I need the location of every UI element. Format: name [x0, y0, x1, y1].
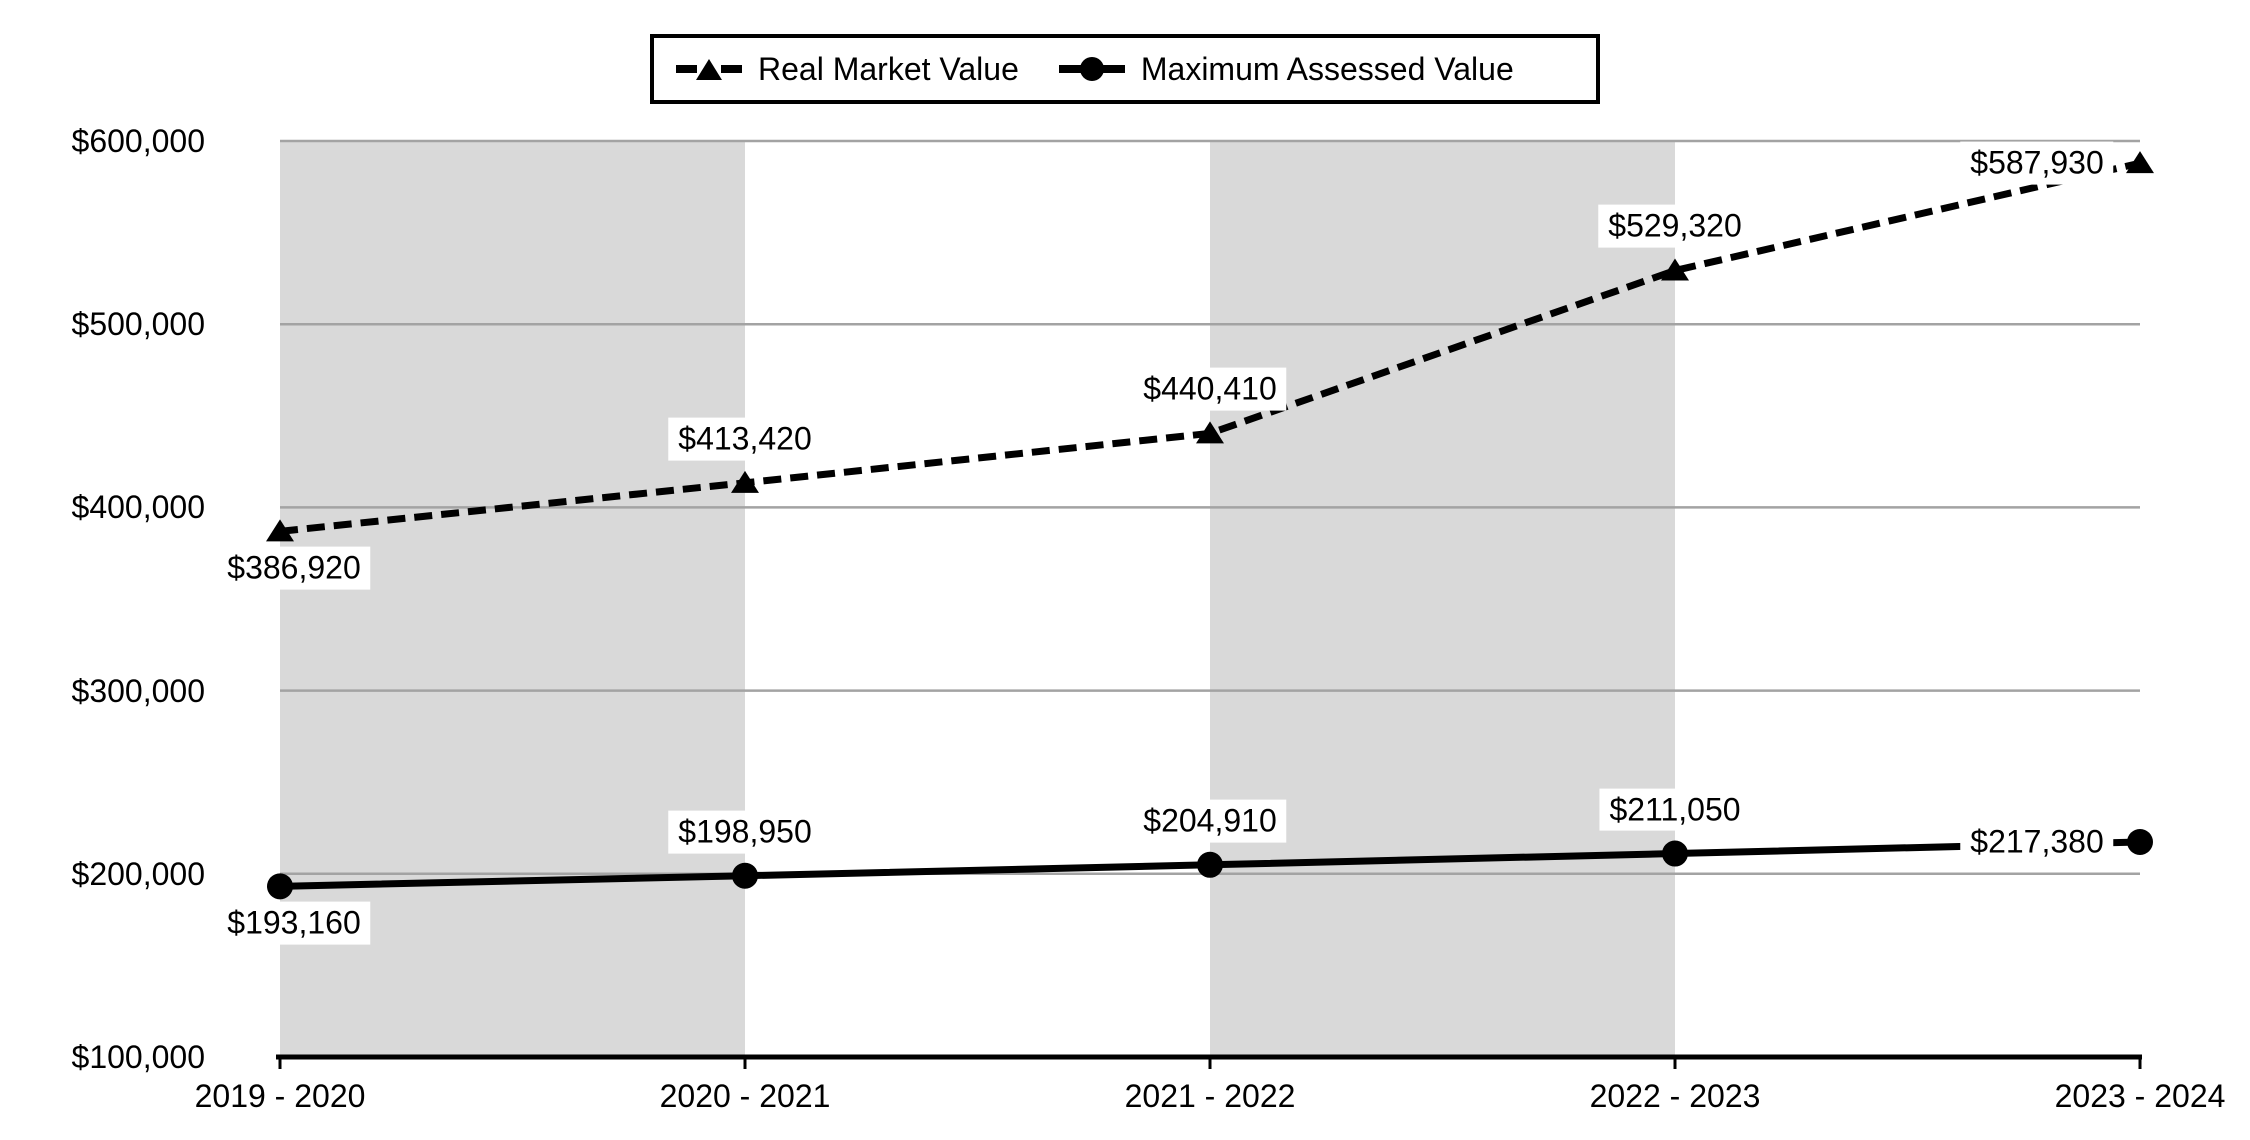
- data-label-real-market-value: $386,920: [217, 546, 371, 590]
- plot-band: [1210, 141, 1675, 1057]
- solid-line-circle-marker-icon: [1058, 57, 1125, 81]
- dashed-line-triangle-marker-icon: [676, 59, 742, 80]
- x-axis-tick-label: 2019 - 2020: [194, 1078, 366, 1114]
- triangle-marker: [266, 519, 294, 542]
- data-label-maximum-assessed-value: $193,160: [217, 901, 371, 945]
- legend-label-real-market-value: Real Market Value: [758, 51, 1019, 87]
- legend-entry-real-market-value: Real Market Value: [676, 53, 1019, 85]
- y-axis-tick-label: $100,000: [71, 1039, 205, 1075]
- legend: Real Market Value Maximum Assessed Value: [650, 34, 1600, 104]
- legend-entry-maximum-assessed-value: Maximum Assessed Value: [1058, 51, 1514, 87]
- data-label-maximum-assessed-value: $198,950: [668, 810, 822, 854]
- y-axis-tick-label: $600,000: [71, 123, 205, 159]
- data-label-real-market-value: $413,420: [668, 417, 822, 461]
- data-label-maximum-assessed-value: $217,380: [1960, 820, 2114, 864]
- y-axis-tick-label: $400,000: [71, 489, 205, 526]
- data-label-real-market-value: $529,320: [1598, 205, 1752, 248]
- legend-label-maximum-assessed-value: Maximum Assessed Value: [1140, 51, 1514, 87]
- data-label-real-market-value: $440,410: [1133, 367, 1287, 411]
- circle-marker: [2127, 828, 2153, 855]
- circle-marker: [267, 873, 293, 900]
- x-axis-tick-label: 2022 - 2023: [1589, 1078, 1761, 1114]
- x-axis-tick-label: 2020 - 2021: [659, 1078, 831, 1114]
- circle-marker: [1197, 851, 1223, 878]
- triangle-marker: [1661, 258, 1689, 281]
- data-label-maximum-assessed-value: $204,910: [1133, 799, 1287, 843]
- triangle-marker: [1196, 421, 1224, 444]
- triangle-marker: [731, 470, 759, 493]
- y-axis-tick-label: $300,000: [71, 672, 205, 709]
- circle-marker: [1662, 840, 1688, 867]
- data-label-real-market-value: $587,930: [1960, 141, 2114, 185]
- y-axis-tick-label: $500,000: [71, 306, 205, 343]
- y-axis-tick-label: $200,000: [71, 855, 205, 892]
- x-axis-tick-label: 2023 - 2024: [2054, 1078, 2226, 1114]
- x-axis-tick-label: 2021 - 2022: [1124, 1078, 1296, 1114]
- triangle-marker: [2126, 151, 2154, 174]
- data-label-maximum-assessed-value: $211,050: [1599, 788, 1751, 831]
- circle-marker: [732, 862, 758, 889]
